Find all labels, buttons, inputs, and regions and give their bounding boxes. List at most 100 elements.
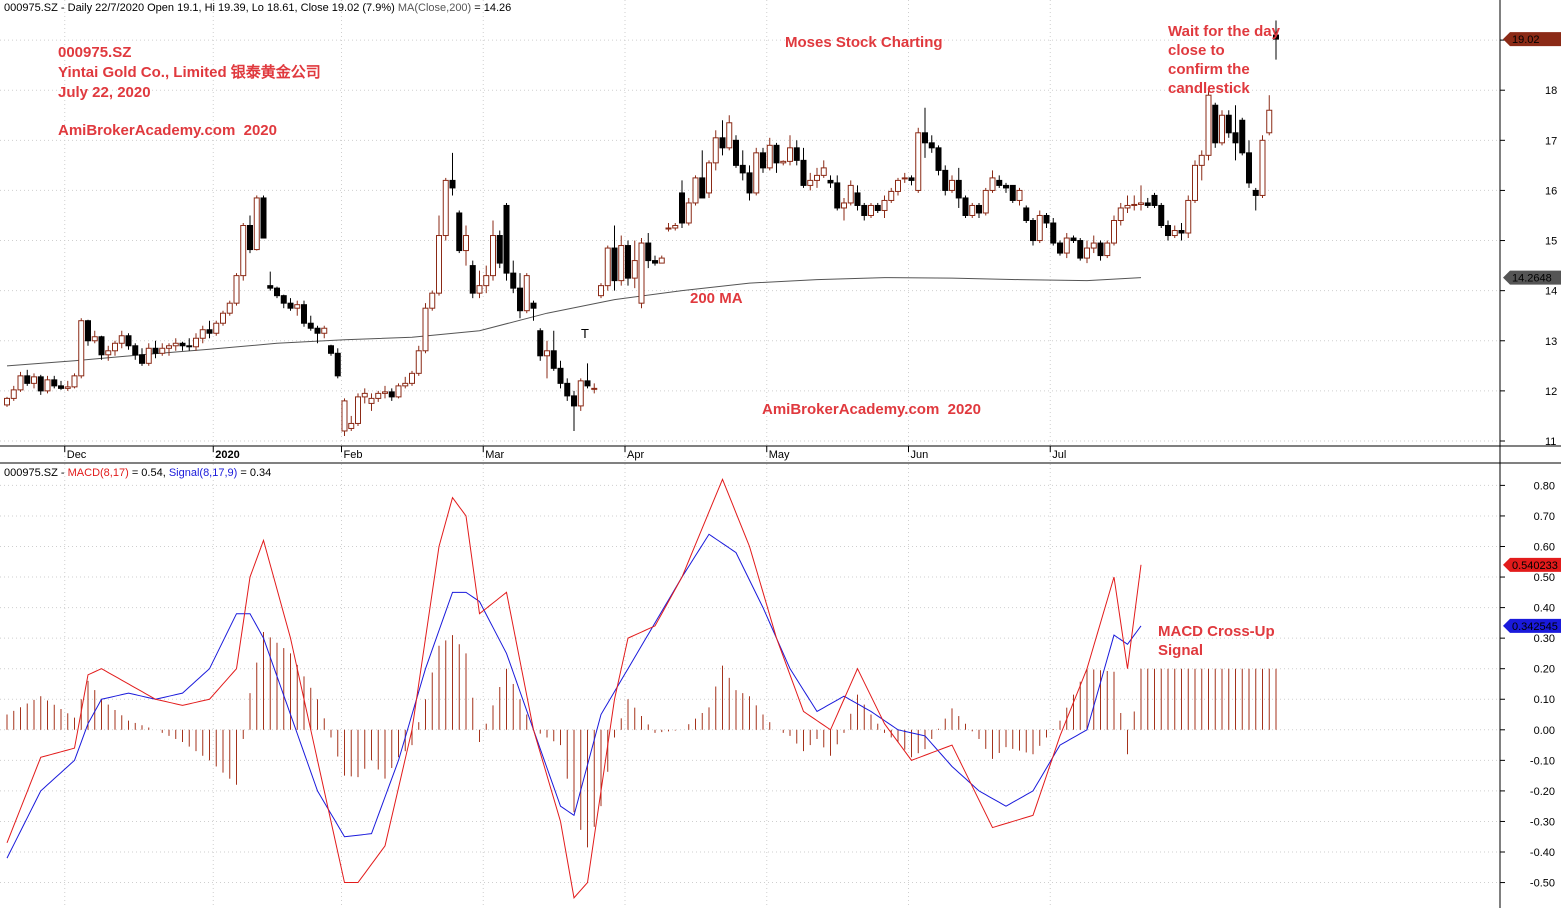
price-y-tick-label: 14 [1545, 286, 1557, 298]
candle-body-up [658, 257, 665, 264]
candle [712, 130, 719, 171]
macd-header: 000975.SZ - MACD(8,17) = 0.54, Signal(8,… [4, 467, 271, 479]
candle-body-down [1178, 230, 1185, 234]
x-axis-tick-label: Apr [627, 449, 644, 461]
candle [1246, 140, 1252, 188]
candle [105, 345, 112, 361]
candle [37, 374, 44, 395]
candle-body-down [537, 330, 544, 357]
candle [544, 340, 550, 379]
candle [193, 333, 199, 351]
candle [1158, 202, 1165, 229]
candle-body-down [37, 376, 44, 392]
candle [71, 373, 78, 389]
candle [247, 215, 253, 254]
candle [429, 290, 436, 311]
candle-body-up [91, 336, 98, 342]
candle [1232, 105, 1239, 161]
candle-body-up [226, 302, 233, 314]
candle [118, 330, 125, 349]
candle-body-down [719, 137, 726, 149]
candle-body-up [233, 275, 240, 304]
candle [537, 328, 544, 361]
candle [571, 390, 577, 431]
candle-body-up [726, 122, 733, 149]
candle [17, 371, 24, 392]
candle-body-down [301, 304, 307, 324]
candle [1124, 195, 1131, 213]
candle [314, 325, 321, 344]
macd-value-badge-label: 0.540233 [1512, 560, 1558, 572]
candle-body-up [31, 376, 37, 384]
candle-body-down [307, 322, 314, 329]
candle-body-down [469, 265, 476, 294]
candle [287, 298, 294, 311]
candle [638, 238, 645, 309]
candle [341, 398, 348, 436]
macd-header-sep: - [61, 467, 68, 479]
candle-body-up [382, 391, 388, 394]
candle-body-down [611, 247, 618, 282]
candle [91, 330, 98, 344]
candle-body-down [517, 287, 523, 312]
candle [766, 137, 773, 171]
candle-body-down [267, 285, 274, 289]
candle-body-up [368, 397, 375, 404]
candle-body-up [483, 275, 490, 287]
candle [388, 388, 395, 401]
candle-body-up [969, 204, 976, 216]
candle-body-down [645, 242, 652, 262]
candle [4, 396, 10, 407]
price-y-tick-label: 15 [1545, 236, 1557, 248]
candle-body-up [591, 387, 598, 390]
candle [490, 220, 496, 281]
candle-body-down [98, 336, 105, 356]
candle [1273, 20, 1279, 60]
candle [665, 223, 672, 232]
price-y-tick-label: 16 [1545, 185, 1557, 197]
candle [1225, 110, 1232, 138]
candle-body-down [760, 152, 766, 169]
candle [523, 273, 530, 314]
candle-body-down [1070, 237, 1077, 242]
candle-body-up [895, 179, 901, 192]
candle-body-down [496, 235, 503, 264]
candle-body-down [503, 204, 510, 274]
candle [1219, 110, 1225, 146]
x-axis-tick-label: Jun [911, 449, 929, 461]
ma-200-line [6, 277, 1142, 367]
candle [503, 202, 510, 281]
candle-body-down [1057, 242, 1063, 254]
candle-body-up [1036, 214, 1043, 242]
candle-body-up [193, 337, 199, 348]
candle [854, 185, 861, 211]
macd-y-tick-label: 0.40 [1534, 603, 1555, 615]
candle [530, 300, 537, 321]
candle [213, 320, 220, 336]
candle [1131, 195, 1138, 211]
candle-body-down [679, 192, 685, 224]
macd-y-tick-label: 0.60 [1534, 541, 1555, 553]
candle-body-up [672, 225, 679, 229]
candle [355, 393, 361, 426]
candle-body-down [1165, 225, 1171, 237]
candle-body-up [989, 177, 996, 191]
candle-body-up [692, 177, 699, 204]
candle-body-up [71, 375, 78, 388]
candle [64, 380, 71, 391]
annotation-macd-cross-1: MACD Cross-Up [1158, 623, 1275, 640]
candle-body-down [139, 354, 145, 364]
last-price-badge-label: 19.02 [1512, 34, 1540, 46]
candle [334, 348, 341, 379]
candle-body-up [1266, 109, 1273, 134]
candle [1144, 197, 1151, 208]
candle [915, 127, 922, 193]
candle [793, 140, 800, 166]
candle [685, 197, 692, 226]
candle-body-up [1117, 207, 1124, 221]
candle-body-up [820, 167, 827, 176]
macd-header-symbol: 000975.SZ [4, 467, 58, 479]
candle-body-down [733, 139, 739, 166]
candle-body-down [976, 204, 982, 214]
